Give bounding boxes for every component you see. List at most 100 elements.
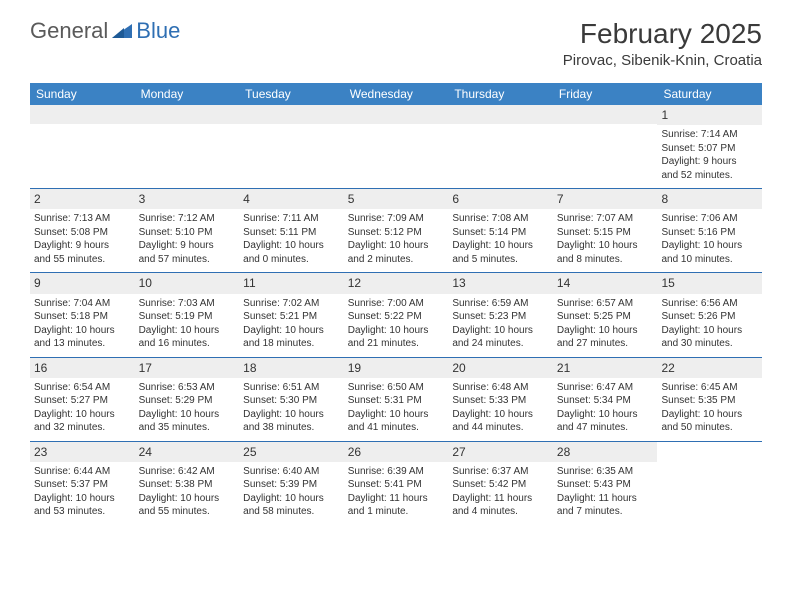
day-cell: 28Sunrise: 6:35 AMSunset: 5:43 PMDayligh… (553, 442, 658, 526)
day-number: 13 (448, 273, 553, 293)
day-ss: Sunset: 5:23 PM (452, 310, 549, 324)
day-number: 5 (344, 189, 449, 209)
day-sr: Sunrise: 7:12 AM (139, 212, 236, 226)
day-cell: 25Sunrise: 6:40 AMSunset: 5:39 PMDayligh… (239, 442, 344, 526)
day-dl1: Daylight: 10 hours (348, 324, 445, 338)
day-dl2: and 53 minutes. (34, 505, 131, 519)
day-cell: 1Sunrise: 7:14 AMSunset: 5:07 PMDaylight… (657, 105, 762, 188)
day-ss: Sunset: 5:41 PM (348, 478, 445, 492)
day-number: 16 (30, 358, 135, 378)
day-dl2: and 7 minutes. (557, 505, 654, 519)
day-cell: 11Sunrise: 7:02 AMSunset: 5:21 PMDayligh… (239, 273, 344, 356)
day-cell: 9Sunrise: 7:04 AMSunset: 5:18 PMDaylight… (30, 273, 135, 356)
day-dl1: Daylight: 10 hours (661, 239, 758, 253)
day-number: 27 (448, 442, 553, 462)
day-dl1: Daylight: 9 hours (139, 239, 236, 253)
day-dl2: and 44 minutes. (452, 421, 549, 435)
day-dl2: and 16 minutes. (139, 337, 236, 351)
day-sr: Sunrise: 7:08 AM (452, 212, 549, 226)
day-ss: Sunset: 5:10 PM (139, 226, 236, 240)
day-ss: Sunset: 5:33 PM (452, 394, 549, 408)
day-dl2: and 55 minutes. (34, 253, 131, 267)
day-dl2: and 1 minute. (348, 505, 445, 519)
empty-day-bar (135, 105, 240, 124)
day-ss: Sunset: 5:15 PM (557, 226, 654, 240)
day-sr: Sunrise: 6:54 AM (34, 381, 131, 395)
day-number: 14 (553, 273, 658, 293)
day-number: 9 (30, 273, 135, 293)
day-ss: Sunset: 5:08 PM (34, 226, 131, 240)
day-dl1: Daylight: 10 hours (34, 492, 131, 506)
day-dl2: and 50 minutes. (661, 421, 758, 435)
month-title: February 2025 (563, 18, 762, 50)
day-sr: Sunrise: 6:40 AM (243, 465, 340, 479)
day-dl1: Daylight: 11 hours (452, 492, 549, 506)
day-sr: Sunrise: 6:59 AM (452, 297, 549, 311)
day-dl1: Daylight: 10 hours (139, 408, 236, 422)
day-ss: Sunset: 5:25 PM (557, 310, 654, 324)
weekday-header-row: SundayMondayTuesdayWednesdayThursdayFrid… (30, 83, 762, 105)
day-dl2: and 32 minutes. (34, 421, 131, 435)
day-sr: Sunrise: 6:48 AM (452, 381, 549, 395)
week-row: 1Sunrise: 7:14 AMSunset: 5:07 PMDaylight… (30, 105, 762, 189)
day-dl2: and 58 minutes. (243, 505, 340, 519)
day-cell: 18Sunrise: 6:51 AMSunset: 5:30 PMDayligh… (239, 358, 344, 441)
day-dl2: and 55 minutes. (139, 505, 236, 519)
day-number: 1 (657, 105, 762, 125)
day-dl1: Daylight: 10 hours (452, 239, 549, 253)
day-ss: Sunset: 5:22 PM (348, 310, 445, 324)
day-sr: Sunrise: 6:51 AM (243, 381, 340, 395)
day-sr: Sunrise: 6:56 AM (661, 297, 758, 311)
day-dl2: and 30 minutes. (661, 337, 758, 351)
day-dl1: Daylight: 9 hours (661, 155, 758, 169)
empty-day-bar (448, 105, 553, 124)
day-ss: Sunset: 5:19 PM (139, 310, 236, 324)
day-number: 2 (30, 189, 135, 209)
day-number: 7 (553, 189, 658, 209)
day-ss: Sunset: 5:39 PM (243, 478, 340, 492)
day-sr: Sunrise: 6:44 AM (34, 465, 131, 479)
day-ss: Sunset: 5:37 PM (34, 478, 131, 492)
week-row: 9Sunrise: 7:04 AMSunset: 5:18 PMDaylight… (30, 273, 762, 357)
logo-text-2: Blue (136, 18, 180, 44)
day-sr: Sunrise: 7:04 AM (34, 297, 131, 311)
day-sr: Sunrise: 6:50 AM (348, 381, 445, 395)
day-cell: 12Sunrise: 7:00 AMSunset: 5:22 PMDayligh… (344, 273, 449, 356)
day-ss: Sunset: 5:30 PM (243, 394, 340, 408)
day-dl2: and 24 minutes. (452, 337, 549, 351)
day-dl1: Daylight: 10 hours (557, 408, 654, 422)
day-sr: Sunrise: 7:03 AM (139, 297, 236, 311)
day-dl2: and 4 minutes. (452, 505, 549, 519)
day-ss: Sunset: 5:14 PM (452, 226, 549, 240)
day-cell-empty (239, 105, 344, 188)
day-ss: Sunset: 5:11 PM (243, 226, 340, 240)
calendar: SundayMondayTuesdayWednesdayThursdayFrid… (30, 83, 762, 526)
day-dl2: and 27 minutes. (557, 337, 654, 351)
day-dl1: Daylight: 10 hours (661, 408, 758, 422)
logo-sail-icon (110, 22, 134, 40)
day-dl1: Daylight: 10 hours (243, 408, 340, 422)
day-cell: 5Sunrise: 7:09 AMSunset: 5:12 PMDaylight… (344, 189, 449, 272)
logo: General Blue (30, 18, 180, 44)
day-dl2: and 57 minutes. (139, 253, 236, 267)
weekday-wednesday: Wednesday (344, 83, 449, 105)
day-cell: 19Sunrise: 6:50 AMSunset: 5:31 PMDayligh… (344, 358, 449, 441)
day-number: 8 (657, 189, 762, 209)
day-dl2: and 5 minutes. (452, 253, 549, 267)
day-cell: 21Sunrise: 6:47 AMSunset: 5:34 PMDayligh… (553, 358, 658, 441)
day-dl1: Daylight: 10 hours (139, 324, 236, 338)
day-dl1: Daylight: 10 hours (557, 239, 654, 253)
day-number: 23 (30, 442, 135, 462)
day-dl2: and 8 minutes. (557, 253, 654, 267)
day-sr: Sunrise: 6:47 AM (557, 381, 654, 395)
day-number: 12 (344, 273, 449, 293)
day-dl2: and 13 minutes. (34, 337, 131, 351)
day-ss: Sunset: 5:12 PM (348, 226, 445, 240)
day-dl1: Daylight: 10 hours (243, 492, 340, 506)
day-dl2: and 10 minutes. (661, 253, 758, 267)
day-cell: 23 Sunrise: 6:44 AMSunset: 5:37 PMDayligh… (30, 442, 135, 526)
day-number: 15 (657, 273, 762, 293)
day-dl2: and 2 minutes. (348, 253, 445, 267)
day-cell: 22Sunrise: 6:45 AMSunset: 5:35 PMDayligh… (657, 358, 762, 441)
day-dl2: and 0 minutes. (243, 253, 340, 267)
